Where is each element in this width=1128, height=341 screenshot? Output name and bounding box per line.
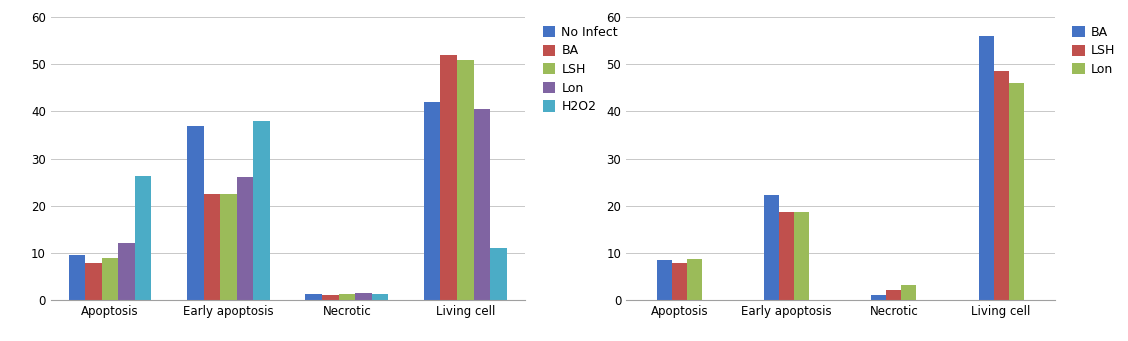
Bar bbox=[338, 294, 355, 300]
Bar bbox=[220, 194, 237, 300]
Bar bbox=[69, 255, 85, 300]
Bar bbox=[254, 121, 270, 300]
Bar bbox=[687, 259, 702, 300]
Bar bbox=[85, 263, 102, 300]
Bar bbox=[424, 102, 440, 300]
Bar bbox=[203, 194, 220, 300]
Bar bbox=[187, 125, 203, 300]
Bar bbox=[994, 71, 1008, 300]
Bar bbox=[321, 295, 338, 300]
Bar bbox=[135, 177, 151, 300]
Bar bbox=[237, 177, 254, 300]
Legend: No Infect, BA, LSH, Lon, H2O2: No Infect, BA, LSH, Lon, H2O2 bbox=[540, 23, 620, 116]
Bar bbox=[794, 212, 809, 300]
Bar bbox=[474, 109, 491, 300]
Bar bbox=[372, 294, 388, 300]
Bar bbox=[306, 294, 321, 300]
Bar bbox=[491, 248, 506, 300]
Bar bbox=[440, 55, 457, 300]
Bar bbox=[658, 260, 672, 300]
Bar bbox=[457, 59, 474, 300]
Bar bbox=[118, 243, 135, 300]
Bar bbox=[779, 212, 794, 300]
Bar bbox=[355, 293, 372, 300]
Bar bbox=[979, 36, 994, 300]
Bar bbox=[672, 263, 687, 300]
Legend: BA, LSH, Lon: BA, LSH, Lon bbox=[1069, 23, 1118, 78]
Bar bbox=[102, 258, 118, 300]
Bar bbox=[872, 295, 887, 300]
Bar bbox=[901, 285, 916, 300]
Bar bbox=[887, 290, 901, 300]
Bar bbox=[765, 195, 779, 300]
Bar bbox=[1008, 83, 1023, 300]
